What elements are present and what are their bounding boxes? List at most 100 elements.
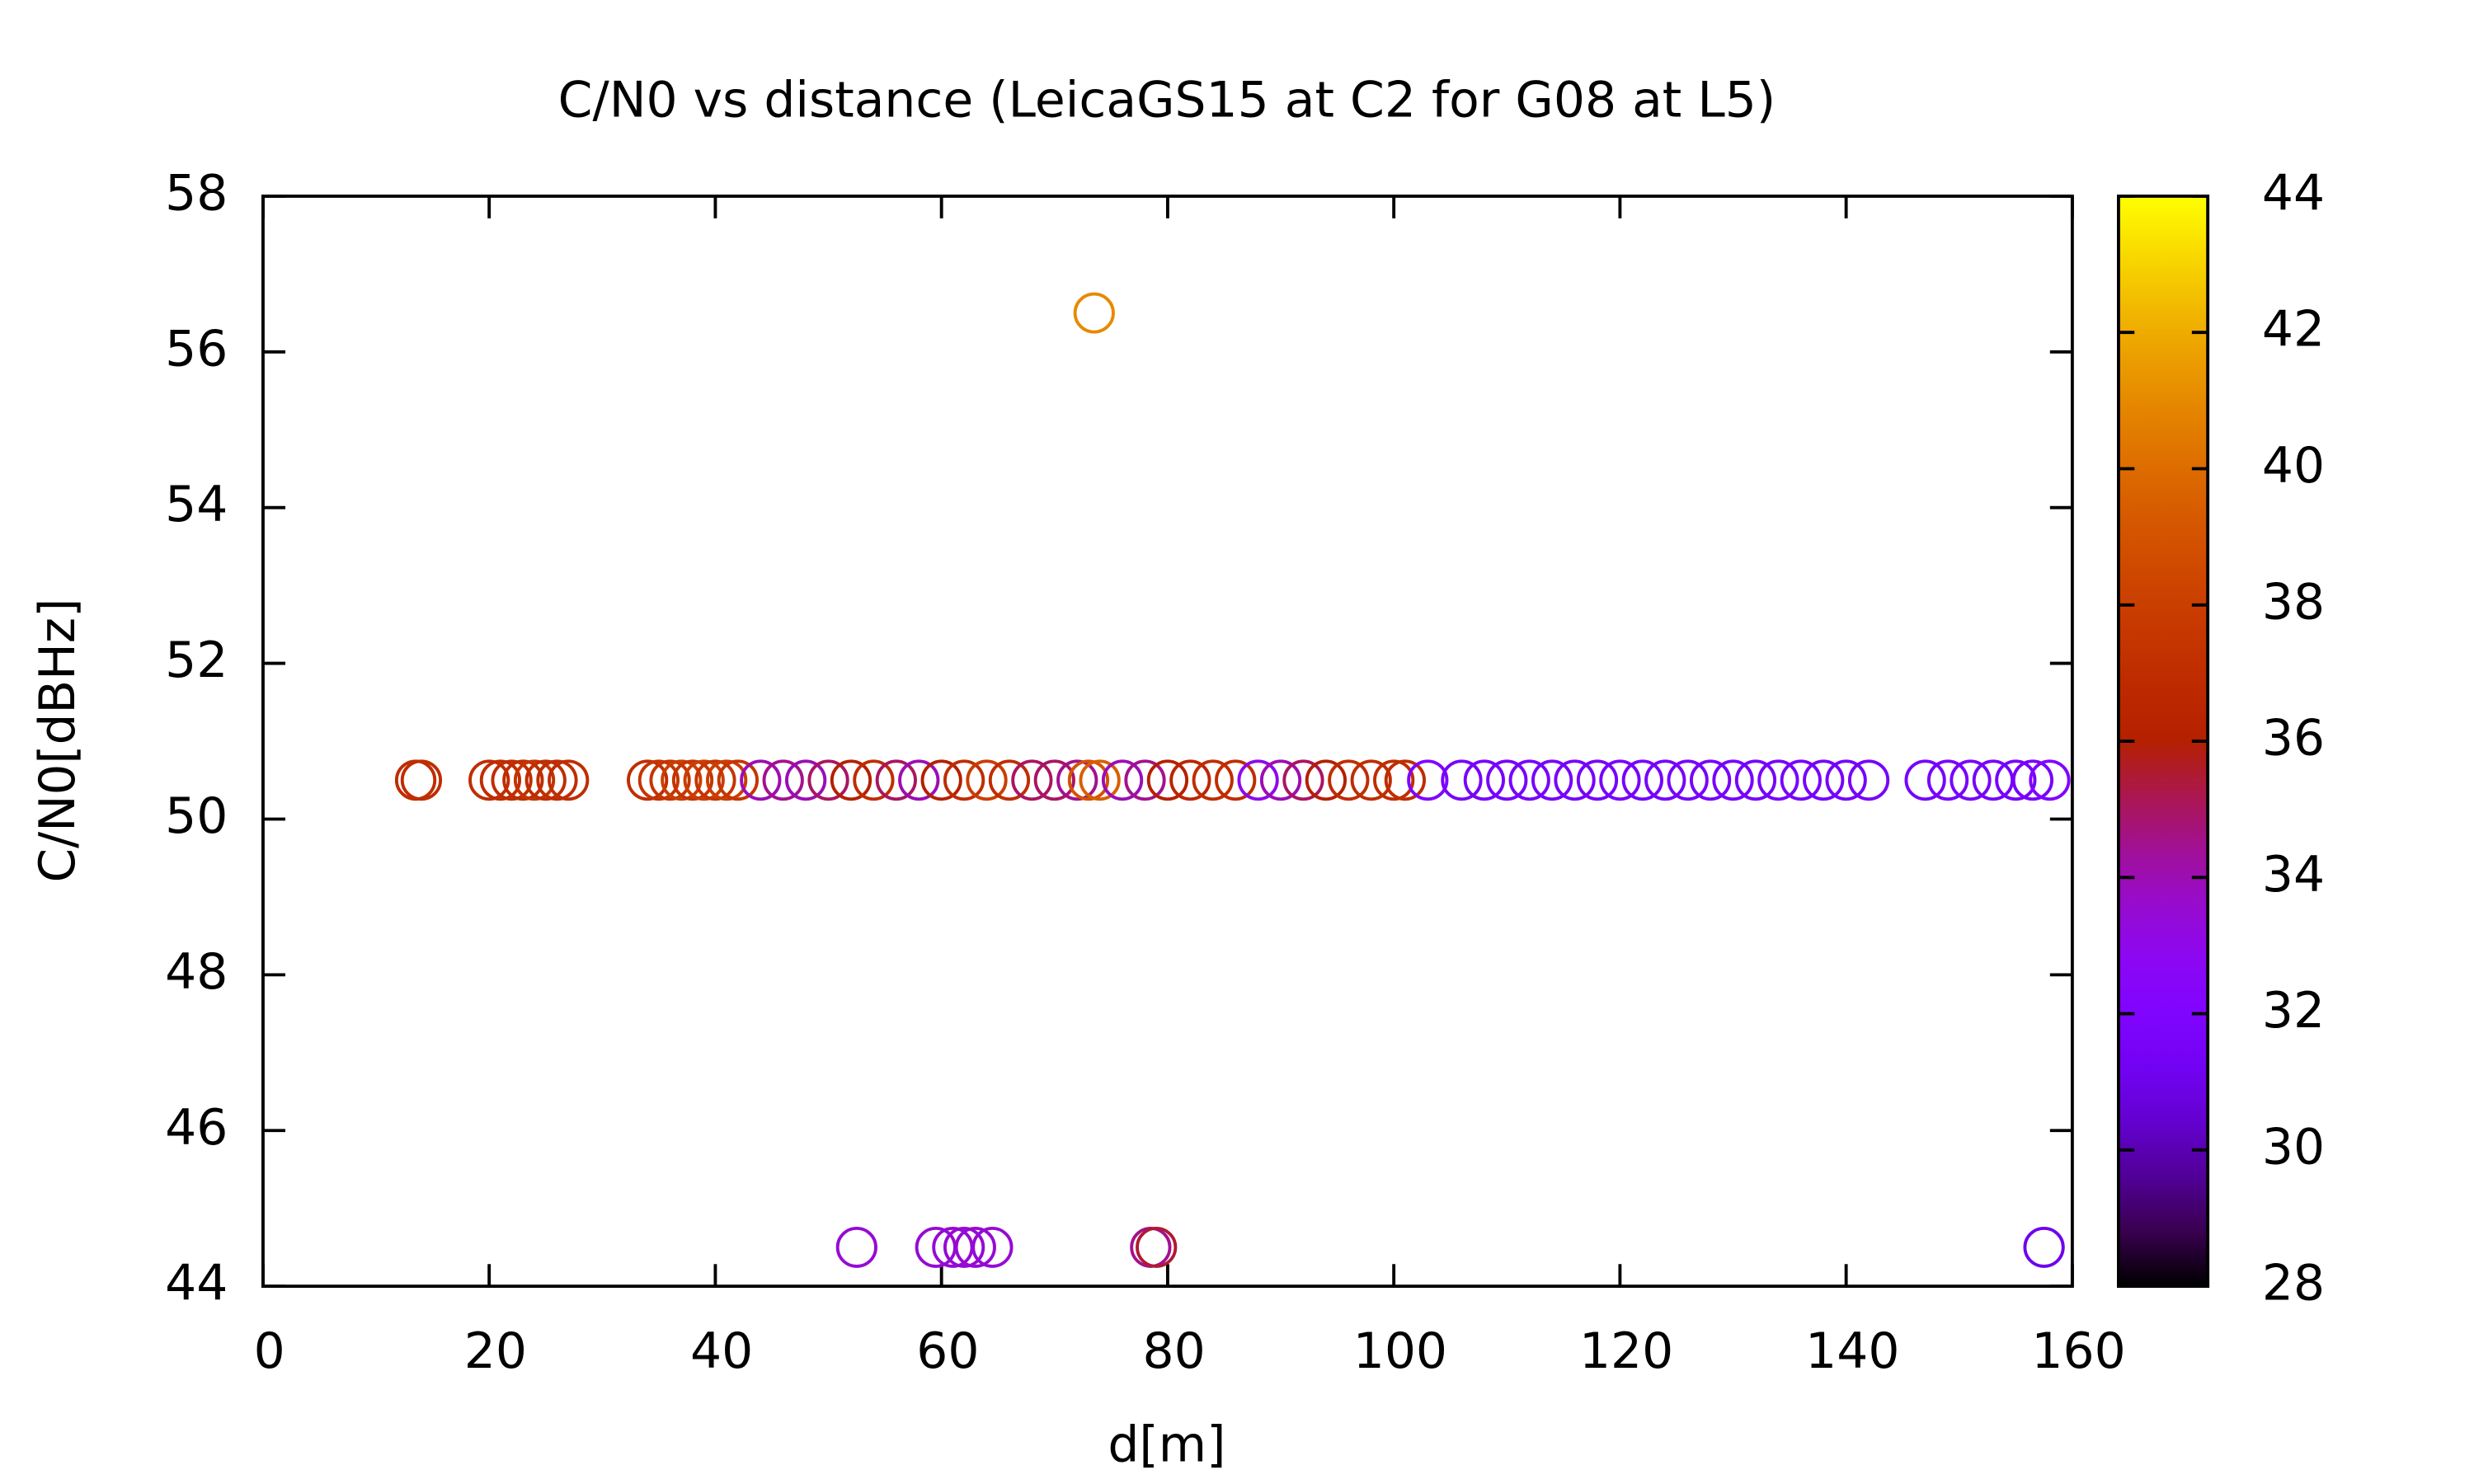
- y-axis-label: C/N0[dBHz]: [30, 599, 87, 883]
- point: [1350, 759, 1392, 801]
- point: [1192, 759, 1234, 801]
- point: [1384, 759, 1426, 801]
- point: [1067, 759, 1110, 801]
- colorbar-tick-label: 34: [2262, 847, 2325, 904]
- point: [1757, 759, 1799, 801]
- x-tick-label: 100: [1353, 1323, 1447, 1380]
- point: [954, 1226, 996, 1268]
- point: [1508, 759, 1550, 801]
- point: [1950, 759, 1992, 801]
- point: [1011, 759, 1053, 801]
- point: [627, 759, 669, 801]
- point: [1972, 759, 2015, 801]
- point: [683, 759, 725, 801]
- y-tick-label: 54: [165, 477, 228, 533]
- point: [1033, 759, 1075, 801]
- point: [966, 759, 1008, 801]
- x-tick-label: 120: [1579, 1323, 1673, 1380]
- y-tick-label: 44: [165, 1256, 228, 1313]
- point: [1486, 759, 1528, 801]
- point: [548, 759, 590, 801]
- plot-frame: [261, 195, 2074, 1289]
- point: [1373, 759, 1415, 801]
- x-tick-label: 60: [916, 1323, 979, 1380]
- x-tick-label: 40: [690, 1323, 753, 1380]
- point: [1101, 759, 1144, 801]
- y-tick-label: 46: [165, 1100, 228, 1157]
- point: [661, 759, 703, 801]
- point: [830, 759, 872, 801]
- point: [1463, 759, 1505, 801]
- point: [513, 759, 556, 801]
- point: [920, 759, 962, 801]
- point: [1407, 759, 1449, 801]
- x-axis-label: d[m]: [1108, 1417, 1225, 1474]
- point: [1995, 759, 2037, 801]
- point: [479, 759, 522, 801]
- colorbar-tick-label: 30: [2262, 1120, 2325, 1176]
- point: [898, 759, 940, 801]
- point: [1803, 759, 1845, 801]
- point: [491, 759, 533, 801]
- colorbar-tick-label: 36: [2262, 711, 2325, 768]
- point: [932, 1226, 974, 1268]
- point: [1169, 759, 1211, 801]
- y-tick-label: 50: [165, 788, 228, 845]
- point: [1124, 759, 1166, 801]
- point: [1554, 759, 1596, 801]
- point: [1441, 759, 1483, 801]
- point: [1136, 1226, 1178, 1268]
- x-tick-label: 80: [1143, 1323, 1206, 1380]
- point: [1599, 759, 1641, 801]
- point: [400, 759, 443, 801]
- colorbar-tick-label: 42: [2262, 302, 2325, 359]
- point: [502, 759, 544, 801]
- point: [1926, 759, 1969, 801]
- point: [1904, 759, 1946, 801]
- colorbar-tick-label: 32: [2262, 983, 2325, 1040]
- point: [2011, 759, 2054, 801]
- x-tick-label: 20: [464, 1323, 527, 1380]
- point: [1328, 759, 1370, 801]
- point: [1780, 759, 1822, 801]
- point: [1079, 759, 1121, 801]
- point: [988, 759, 1031, 801]
- point: [1259, 759, 1302, 801]
- point: [1667, 759, 1709, 801]
- colorbar-tick-label: 28: [2262, 1256, 2325, 1313]
- point: [1282, 759, 1324, 801]
- point: [1073, 292, 1115, 334]
- point: [784, 759, 827, 801]
- point: [1237, 759, 1279, 801]
- point: [807, 759, 849, 801]
- point: [1644, 759, 1686, 801]
- y-tick-label: 48: [165, 944, 228, 1001]
- point: [1531, 759, 1573, 801]
- point: [1305, 759, 1348, 801]
- point: [706, 759, 748, 801]
- point: [694, 759, 736, 801]
- point: [717, 759, 759, 801]
- point: [1056, 759, 1098, 801]
- point: [468, 759, 510, 801]
- point: [835, 1226, 877, 1268]
- x-tick-label: 140: [1805, 1323, 1899, 1380]
- point: [649, 759, 691, 801]
- x-tick-label: 0: [254, 1323, 285, 1380]
- point: [1576, 759, 1619, 801]
- point: [762, 759, 804, 801]
- chart-title: C/N0 vs distance (LeicaGS15 at C2 for G0…: [558, 72, 1776, 129]
- point: [1734, 759, 1777, 801]
- point: [1847, 759, 1890, 801]
- point: [943, 759, 985, 801]
- point: [2029, 759, 2071, 801]
- point: [637, 759, 680, 801]
- point: [1215, 759, 1257, 801]
- point: [853, 759, 895, 801]
- point: [1825, 759, 1867, 801]
- colorbar-tick-label: 44: [2262, 166, 2325, 223]
- x-tick-label: 160: [2031, 1323, 2125, 1380]
- colorbar-tick-label: 38: [2262, 574, 2325, 631]
